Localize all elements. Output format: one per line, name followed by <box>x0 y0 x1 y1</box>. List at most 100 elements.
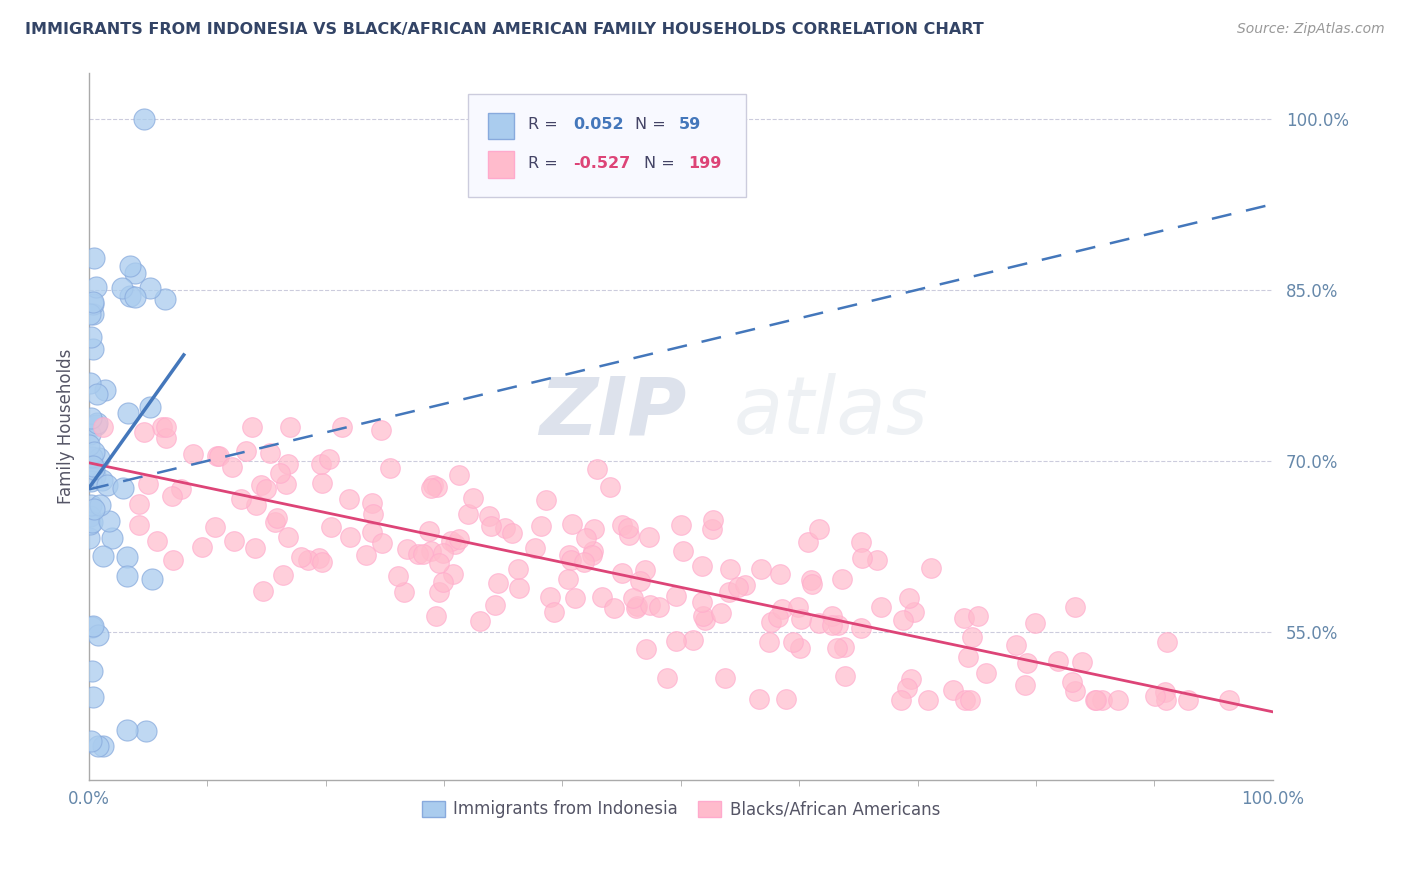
Point <box>619 528 641 542</box>
Point <box>79 517 101 532</box>
Point <box>560 553 582 567</box>
Point <box>264 515 287 529</box>
Point <box>82 295 104 310</box>
Point <box>77 531 100 545</box>
Point <box>378 461 401 475</box>
Point <box>959 693 981 707</box>
Point <box>478 509 501 524</box>
Point <box>1063 683 1085 698</box>
Point <box>851 534 873 549</box>
Point <box>83 462 105 476</box>
Point <box>610 517 633 532</box>
Point <box>82 458 104 473</box>
Point <box>581 548 603 562</box>
Point <box>273 567 295 582</box>
Point <box>695 613 717 627</box>
Point <box>870 600 893 615</box>
Point <box>235 444 257 458</box>
Point <box>418 524 440 539</box>
Point <box>79 426 101 441</box>
Point <box>132 112 155 126</box>
Point <box>665 634 688 648</box>
Point <box>801 577 824 591</box>
Point <box>82 296 104 310</box>
Point <box>141 572 163 586</box>
Point <box>692 608 714 623</box>
Point <box>727 581 749 595</box>
Point <box>80 515 103 529</box>
Point <box>269 466 291 480</box>
Point <box>79 376 101 390</box>
Point <box>330 419 353 434</box>
Point <box>775 691 797 706</box>
Point <box>457 507 479 521</box>
Point <box>832 640 855 654</box>
Point <box>153 292 176 306</box>
Point <box>87 739 110 753</box>
Point <box>354 548 377 562</box>
Point <box>1177 693 1199 707</box>
Point <box>1024 616 1046 631</box>
Point <box>591 591 613 605</box>
Point <box>572 555 595 569</box>
Point <box>420 544 443 558</box>
Point <box>557 572 579 586</box>
Point <box>734 578 756 592</box>
Point <box>86 387 108 401</box>
Point <box>91 549 114 563</box>
Point <box>638 529 661 543</box>
Point <box>155 419 177 434</box>
Point <box>714 671 737 685</box>
Point <box>920 561 942 575</box>
Point <box>1091 693 1114 707</box>
Point <box>534 493 557 508</box>
Point <box>669 518 692 533</box>
Point <box>690 559 713 574</box>
Point <box>956 649 979 664</box>
Point <box>124 266 146 280</box>
Point <box>394 585 416 599</box>
Point <box>682 632 704 647</box>
Point <box>628 574 651 589</box>
Point <box>80 330 103 344</box>
Text: 59: 59 <box>679 117 700 132</box>
Point <box>245 498 267 512</box>
Point <box>1144 689 1167 703</box>
Legend: Immigrants from Indonesia, Blacks/African Americans: Immigrants from Indonesia, Blacks/Africa… <box>415 794 946 825</box>
Point <box>150 419 173 434</box>
Point <box>866 553 889 567</box>
Point <box>468 614 491 628</box>
Text: ZIP: ZIP <box>538 374 686 451</box>
Point <box>82 307 104 321</box>
Point <box>86 416 108 430</box>
Point <box>82 690 104 705</box>
Point <box>501 526 523 541</box>
Point <box>827 618 849 632</box>
Point <box>207 449 229 463</box>
Point <box>690 595 713 609</box>
Point <box>769 567 792 582</box>
Point <box>955 693 977 707</box>
Point <box>408 548 430 562</box>
Point <box>396 542 419 557</box>
Point <box>441 566 464 581</box>
Point <box>1062 674 1084 689</box>
Point <box>903 605 925 619</box>
Point <box>665 589 688 603</box>
Point <box>749 562 772 576</box>
Point <box>118 289 141 303</box>
Point <box>789 640 811 655</box>
Point <box>787 599 810 614</box>
Point <box>132 425 155 439</box>
Point <box>942 683 965 698</box>
Point <box>1014 678 1036 692</box>
Point <box>425 608 447 623</box>
Point <box>170 482 193 496</box>
Point <box>808 615 831 630</box>
Point <box>432 545 454 559</box>
Point <box>79 438 101 452</box>
Point <box>79 509 101 524</box>
Point <box>486 575 509 590</box>
Point <box>508 581 530 595</box>
Point <box>96 478 118 492</box>
